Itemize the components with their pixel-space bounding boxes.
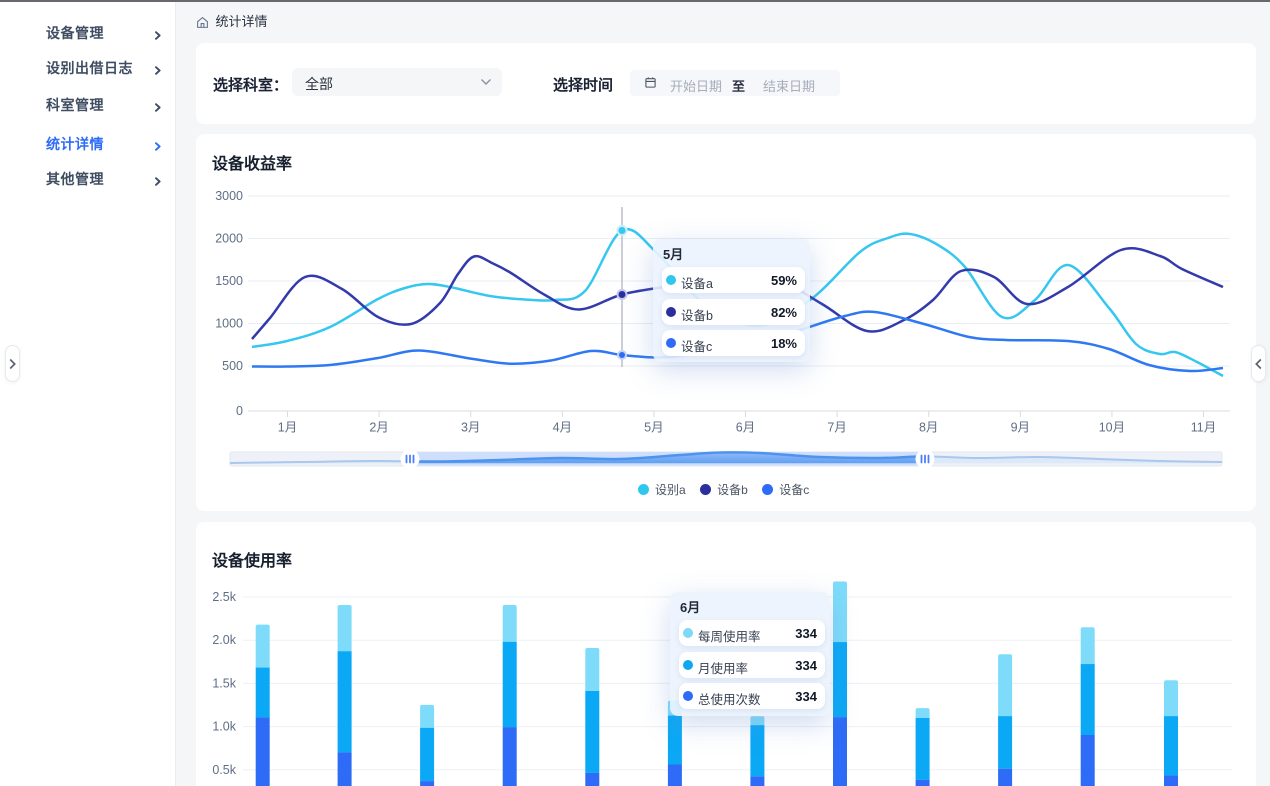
svg-text:1000: 1000 (215, 317, 243, 331)
svg-text:9月: 9月 (1011, 421, 1030, 435)
svg-text:500: 500 (222, 359, 243, 373)
svg-text:4月: 4月 (553, 421, 572, 435)
svg-text:3000: 3000 (215, 189, 243, 203)
svg-text:3月: 3月 (461, 421, 480, 435)
svg-text:6月: 6月 (736, 421, 755, 435)
svg-text:5月: 5月 (644, 421, 663, 435)
svg-text:8月: 8月 (919, 421, 938, 435)
svg-text:1.0k: 1.0k (212, 720, 236, 734)
svg-text:2000: 2000 (215, 232, 243, 246)
svg-text:11月: 11月 (1191, 421, 1216, 435)
svg-text:0.5k: 0.5k (212, 763, 236, 777)
svg-text:1.5k: 1.5k (212, 676, 236, 690)
svg-text:2.5k: 2.5k (212, 590, 236, 604)
svg-text:2月: 2月 (369, 421, 388, 435)
svg-text:7月: 7月 (827, 421, 846, 435)
svg-text:0: 0 (236, 404, 243, 418)
svg-text:1500: 1500 (215, 274, 243, 288)
svg-text:2.0k: 2.0k (212, 633, 236, 647)
svg-text:10月: 10月 (1099, 421, 1125, 435)
svg-text:1月: 1月 (278, 421, 297, 435)
